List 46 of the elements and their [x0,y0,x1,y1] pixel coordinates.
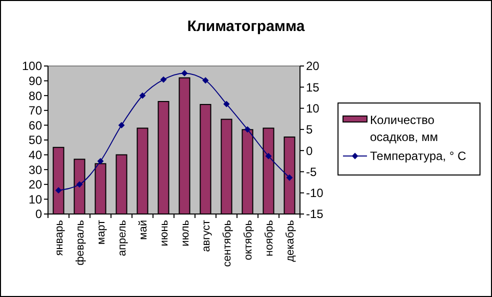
point [97,158,104,164]
y2-tick-label: 5 [306,122,313,137]
legend-label: Количество осадков, мм [370,113,438,144]
y-tick-label: 100 [22,59,42,74]
x-tick-label: март [95,220,108,245]
y-tick-label: 20 [28,178,42,192]
point [139,92,146,99]
x-tick-label: май [137,220,150,240]
y-tick-label: 50 [28,133,42,148]
point [118,122,125,128]
x-tick-label: ноябрь [263,220,276,256]
y-tick-label: 70 [28,104,42,118]
x-tick-label: июнь [158,220,170,246]
legend-label: Температура, ° C [370,149,466,164]
point [223,100,230,108]
y-tick-label: 40 [28,148,42,162]
x-tick-label: сентябрь [221,220,234,267]
chart-title: Климатограмма [187,18,306,35]
point [55,187,62,194]
y-tick-label: 30 [28,162,42,177]
y2-tick-label: 10 [306,101,320,116]
y-tick-label: 90 [28,74,42,88]
x-tick-label: апрель [116,220,128,256]
x-tick-label: октябрь [242,220,254,260]
point [244,126,251,133]
x-tick-label: август [200,220,212,252]
y-tick-label: 0 [35,207,42,222]
y2-tick-label: 15 [306,80,320,94]
y2-tick-label: -10 [306,186,324,200]
point [265,152,272,160]
y2-tick-label: -5 [306,164,317,179]
x-tick-label: июль [179,220,192,246]
point [76,181,83,188]
x-tick-label: январь [53,220,66,256]
x-tick-label: декабрь [284,220,296,262]
y-tick-label: 80 [28,88,42,103]
y2-tick-label: 0 [306,144,313,158]
x-tick-label: февраль [74,220,86,266]
point [181,70,188,76]
point [202,77,209,84]
y2-tick-label: 20 [306,59,320,74]
point [160,76,167,83]
y-tick-label: 10 [28,192,42,206]
y-tick-label: 60 [28,118,42,132]
y2-tick-label: -15 [306,207,324,222]
point [286,174,293,181]
